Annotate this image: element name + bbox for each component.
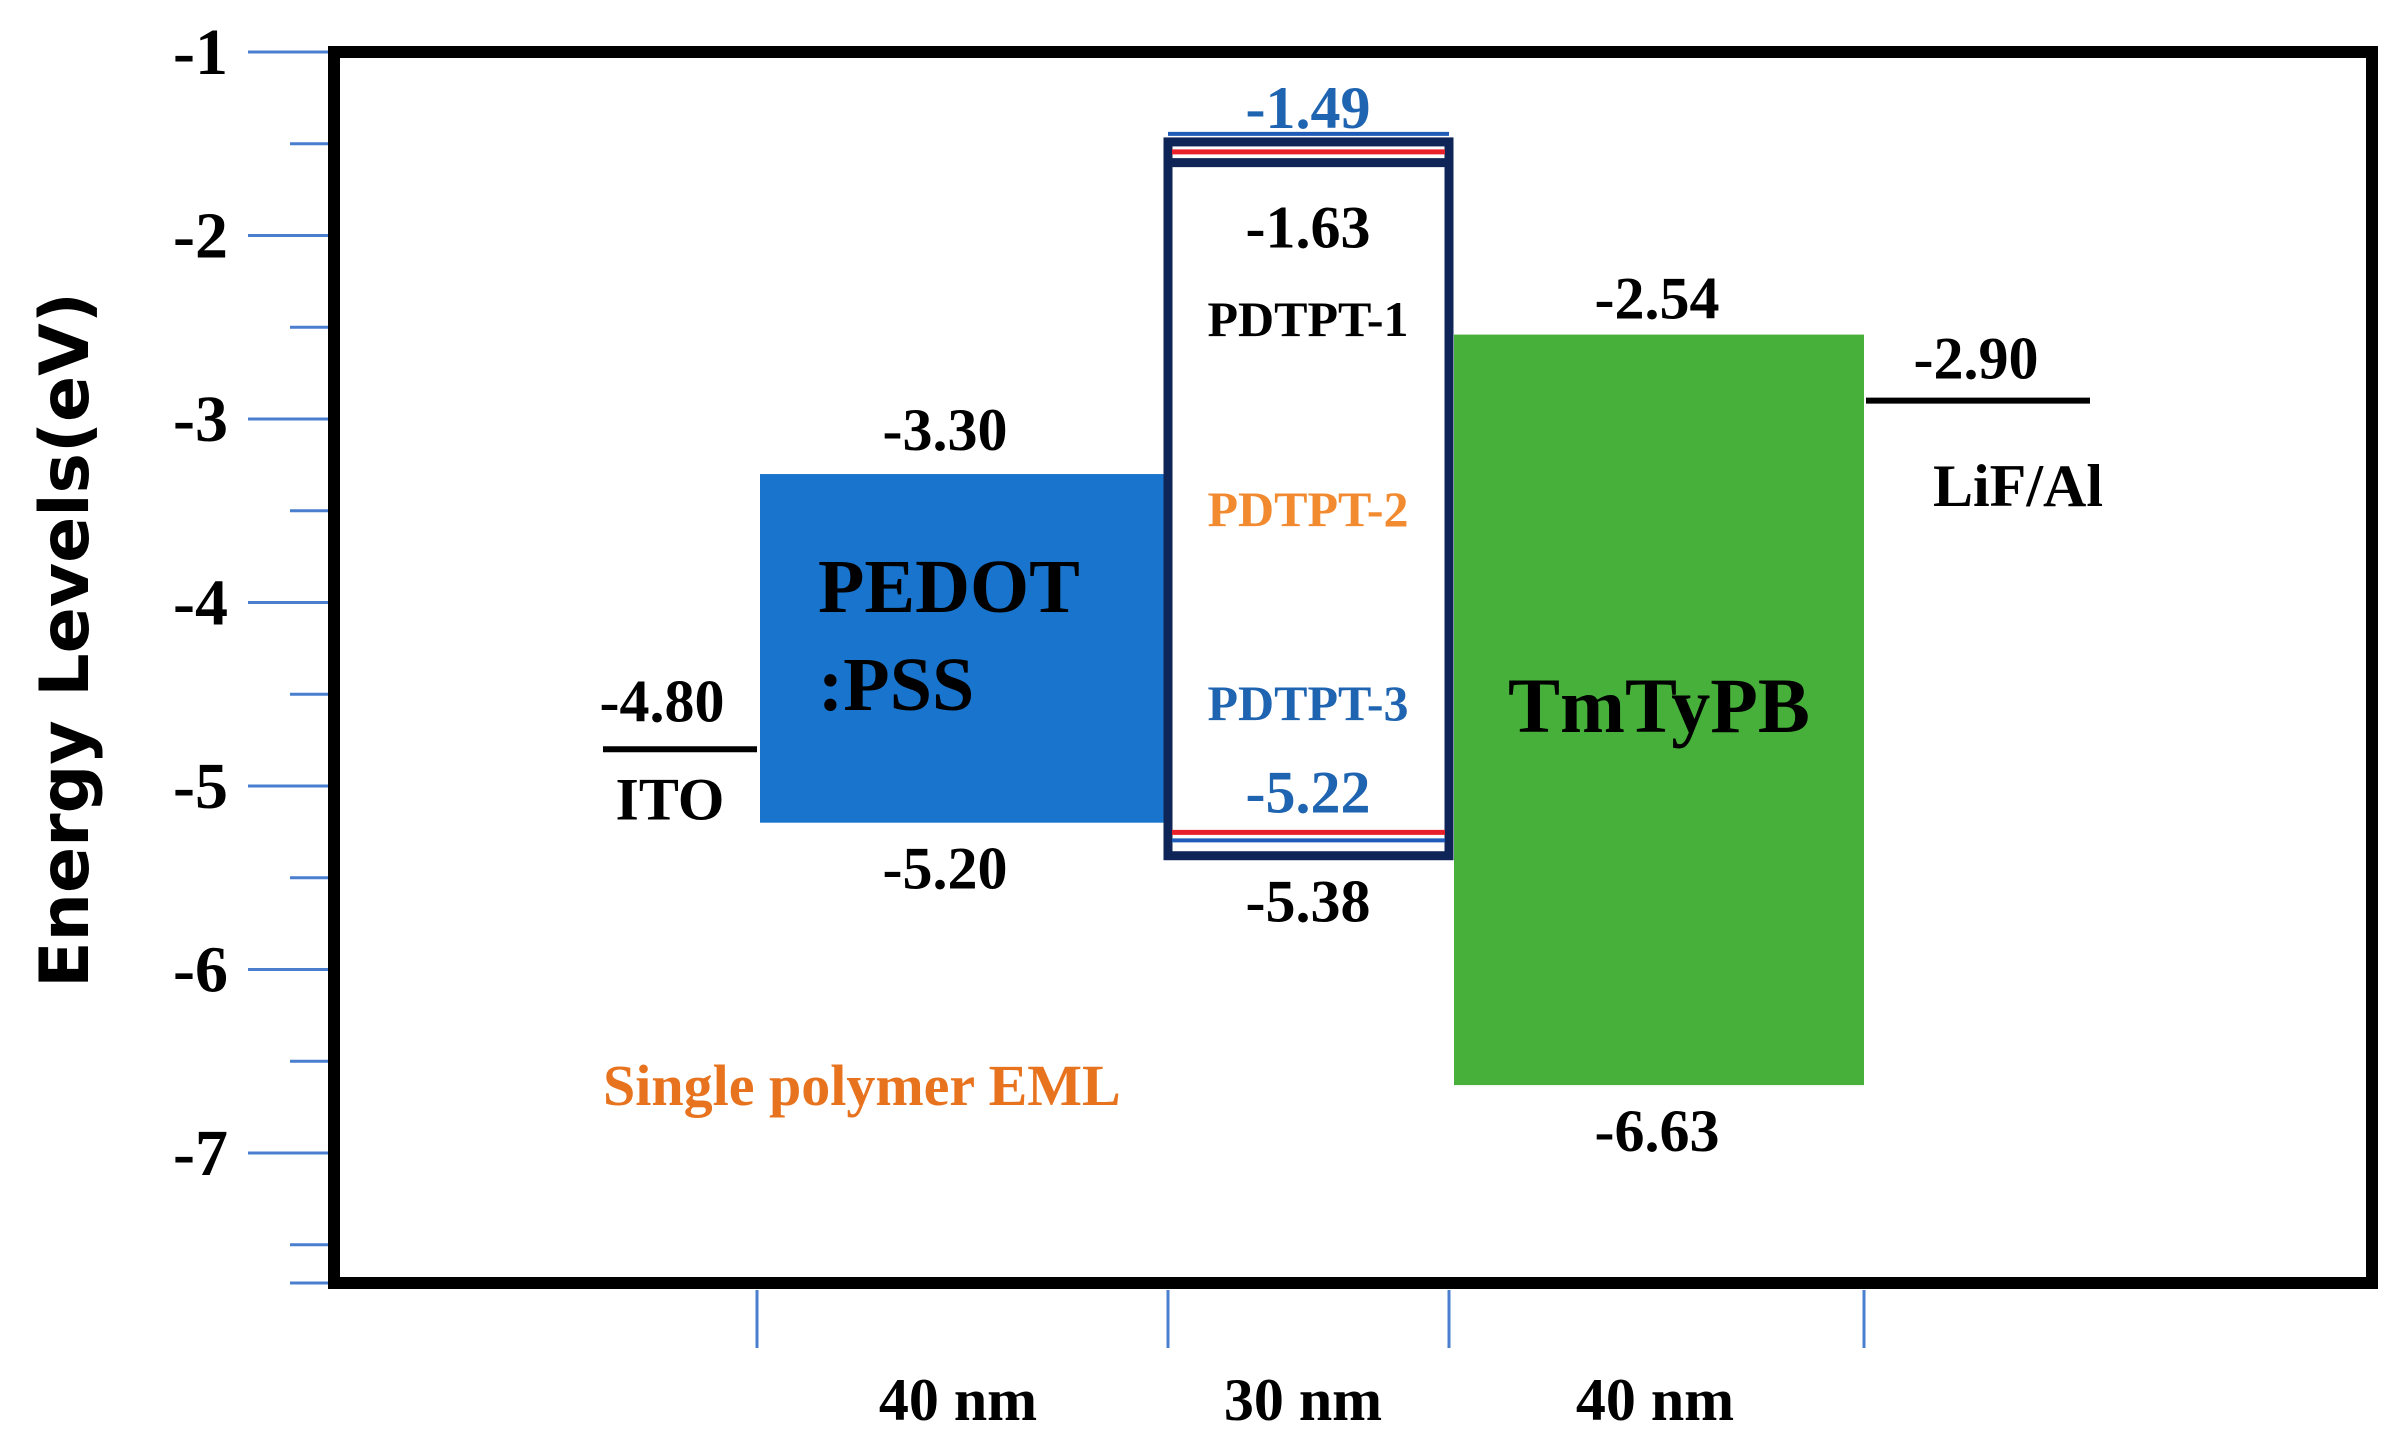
- ito-level-value: -4.80: [600, 668, 725, 734]
- cathode-label: LiF/Al: [1933, 453, 2103, 519]
- pedot-label-line2: :PSS: [818, 643, 974, 727]
- eml-annotation: Single polymer EML: [603, 1053, 1121, 1118]
- polymer-label-pdtpt-2: PDTPT-2: [1208, 481, 1409, 537]
- eml-box: [1163, 131, 1454, 861]
- eml-homo-outer-value: -5.38: [1246, 869, 1371, 935]
- eml-lumo-inner-value: -1.63: [1246, 195, 1371, 261]
- eml-outer-rect: [1163, 137, 1454, 861]
- y-tick-label: -1: [173, 16, 228, 89]
- tmtypb-lumo-value: -2.54: [1595, 266, 1720, 332]
- pedot-label-line1: PEDOT: [818, 545, 1080, 629]
- eml-lumo-outer-value: -1.49: [1246, 75, 1371, 141]
- tmtypb-homo-value: -6.63: [1595, 1098, 1720, 1164]
- y-tick-label: -4: [173, 567, 228, 640]
- polymer-label-pdtpt-3: PDTPT-3: [1208, 675, 1409, 731]
- y-tick-label: -5: [173, 750, 228, 823]
- pedot-homo-value: -5.20: [883, 836, 1008, 902]
- y-axis-label: Energy Levels(eV): [26, 292, 105, 988]
- pedot-lumo-value: -3.30: [883, 397, 1008, 463]
- y-tick-label: -6: [173, 934, 228, 1007]
- thickness-tick-lines: [755, 1290, 1866, 1348]
- y-tick-label: -7: [173, 1117, 228, 1190]
- tmtypb-block: [1454, 334, 1864, 1086]
- y-axis-ticks: -1 -2 -3 -4 -5 -6 -7: [173, 16, 334, 1285]
- polymer-label-pdtpt-1: PDTPT-1: [1208, 291, 1409, 347]
- y-tick-label: -2: [173, 200, 228, 273]
- eml-homo-inner-value: -5.22: [1246, 759, 1371, 825]
- thickness-label-pedot: 40 nm: [879, 1367, 1037, 1433]
- y-tick-label: -3: [173, 383, 228, 456]
- tmtypb-label: TmTyPB: [1508, 662, 1810, 749]
- thickness-label-tmtypb: 40 nm: [1576, 1367, 1734, 1433]
- pedot-pss-block: [760, 474, 1166, 823]
- thickness-label-eml: 30 nm: [1224, 1367, 1382, 1433]
- ito-label: ITO: [616, 766, 725, 832]
- plot-frame: [328, 46, 2378, 1289]
- cathode-level-value: -2.90: [1914, 326, 2039, 392]
